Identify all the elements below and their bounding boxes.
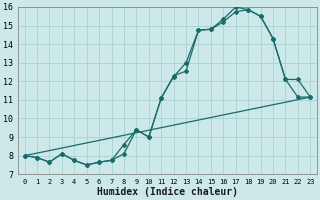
X-axis label: Humidex (Indice chaleur): Humidex (Indice chaleur) [97,186,238,197]
